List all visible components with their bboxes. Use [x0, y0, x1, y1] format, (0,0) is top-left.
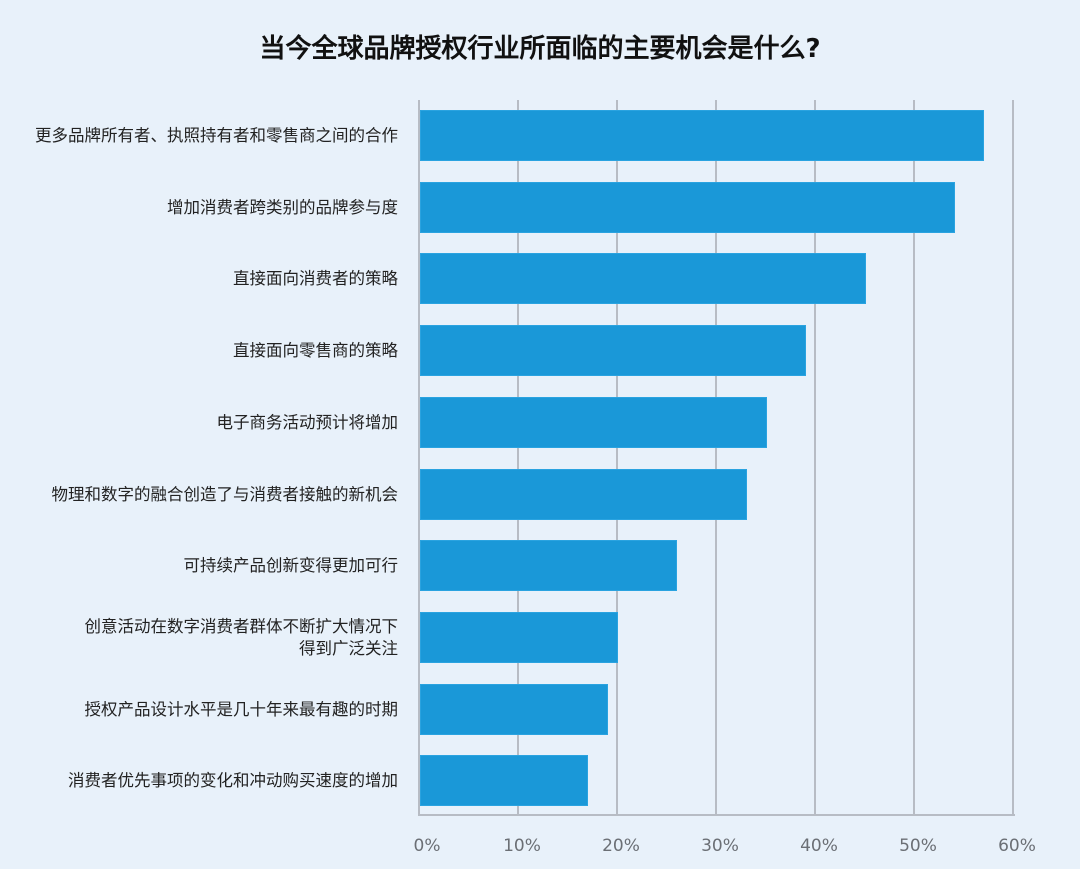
- category-label: 消费者优先事项的变化和冲动购买速度的增加: [68, 770, 398, 792]
- category-label-line: 消费者优先事项的变化和冲动购买速度的增加: [68, 771, 398, 790]
- bar: [420, 540, 677, 591]
- gridline: [715, 100, 717, 816]
- category-label: 创意活动在数字消费者群体不断扩大情况下得到广泛关注: [85, 616, 399, 660]
- category-label: 可持续产品创新变得更加可行: [184, 555, 399, 577]
- category-label-line: 电子商务活动预计将增加: [216, 413, 399, 432]
- gridline: [517, 100, 519, 816]
- category-label-line: 创意活动在数字消费者群体不断扩大情况下: [84, 617, 399, 636]
- x-tick-label: 10%: [503, 836, 541, 856]
- category-label-line: 更多品牌所有者、执照持有者和零售商之间的合作: [35, 126, 398, 145]
- category-label: 直接面向零售商的策略: [233, 340, 398, 362]
- bar: [420, 469, 747, 520]
- bar: [420, 397, 767, 448]
- category-label-line: 直接面向零售商的策略: [233, 341, 398, 360]
- gridline: [616, 100, 618, 816]
- x-tick-label: 50%: [899, 836, 937, 856]
- x-tick-label: 30%: [701, 836, 739, 856]
- gridline: [814, 100, 816, 816]
- x-tick-label: 20%: [602, 836, 640, 856]
- bar: [420, 110, 984, 161]
- bar: [420, 253, 866, 304]
- category-label: 直接面向消费者的策略: [233, 268, 398, 290]
- gridline: [1012, 100, 1014, 816]
- category-label-line: 增加消费者跨类别的品牌参与度: [167, 198, 398, 217]
- bar: [420, 755, 588, 806]
- x-tick-label: 40%: [800, 836, 838, 856]
- x-tick-label: 60%: [998, 836, 1036, 856]
- category-label-line: 得到广泛关注: [299, 639, 398, 658]
- bar: [420, 325, 806, 376]
- chart-title: 当今全球品牌授权行业所面临的主要机会是什么?: [259, 34, 821, 64]
- gridline: [913, 100, 915, 816]
- category-label: 增加消费者跨类别的品牌参与度: [167, 197, 398, 219]
- category-label-line: 授权产品设计水平是几十年来最有趣的时期: [84, 700, 399, 719]
- x-tick-label: 0%: [413, 836, 441, 856]
- bar: [420, 612, 618, 663]
- category-label: 更多品牌所有者、执照持有者和零售商之间的合作: [35, 125, 398, 147]
- category-label: 物理和数字的融合创造了与消费者接触的新机会: [52, 484, 399, 506]
- gridline: [418, 100, 420, 816]
- x-axis-line: [419, 814, 1015, 816]
- category-label-line: 直接面向消费者的策略: [233, 269, 398, 288]
- category-label: 授权产品设计水平是几十年来最有趣的时期: [85, 699, 399, 721]
- bar: [420, 684, 608, 735]
- category-label: 电子商务活动预计将增加: [217, 412, 399, 434]
- category-label-line: 物理和数字的融合创造了与消费者接触的新机会: [51, 485, 399, 504]
- bar: [420, 182, 955, 233]
- category-label-line: 可持续产品创新变得更加可行: [183, 556, 399, 575]
